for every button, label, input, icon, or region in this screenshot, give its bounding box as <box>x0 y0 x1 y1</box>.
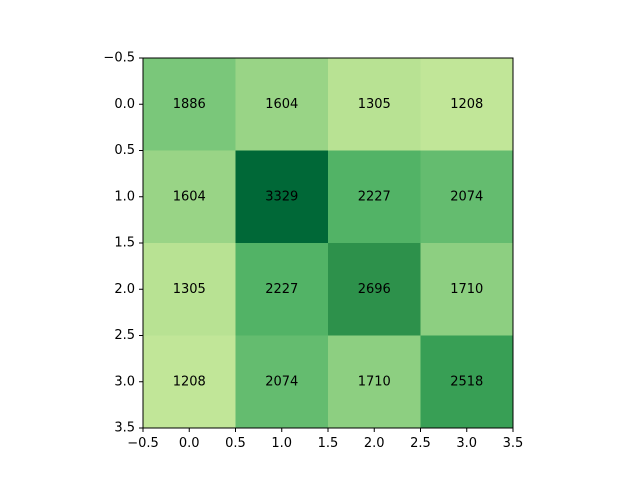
heatmap-cell <box>143 335 236 428</box>
x-tick-label: 3.5 <box>503 436 524 451</box>
heatmap-cell <box>235 150 328 243</box>
x-tick-label: 0.5 <box>225 436 246 451</box>
y-tick-label: 3.5 <box>114 421 135 436</box>
heatmap-cell <box>328 243 421 336</box>
heatmap-cell <box>328 150 421 243</box>
cell-value-label: 1208 <box>450 97 483 112</box>
x-axis: −0.5 0.0 0.5 1.0 1.5 2.0 2.5 3.0 3.5 <box>127 428 523 451</box>
cell-value-label: 3329 <box>265 189 298 204</box>
y-tick-label: 0.5 <box>114 143 135 158</box>
y-tick-label: 3.0 <box>114 374 135 389</box>
y-tick-label: 2.0 <box>114 282 135 297</box>
cell-value-label: 1604 <box>265 97 298 112</box>
x-tick-label: 2.0 <box>364 436 385 451</box>
cell-value-label: 2696 <box>358 282 391 297</box>
y-tick-label: −0.5 <box>103 51 135 66</box>
cell-value-label: 1886 <box>173 97 206 112</box>
heatmap-cell <box>143 58 236 151</box>
heatmap-cell <box>235 243 328 336</box>
cell-value-label: 1710 <box>358 374 391 389</box>
heatmap-cell <box>235 58 328 151</box>
cell-value-label: 1710 <box>450 282 483 297</box>
cell-value-label: 2227 <box>265 282 298 297</box>
heatmap-cell <box>420 335 513 428</box>
heatmap-cell <box>328 335 421 428</box>
y-tick-label: 2.5 <box>114 328 135 343</box>
heatmap-cell <box>328 58 421 151</box>
cell-value-label: 2074 <box>450 189 483 204</box>
heatmap-cell <box>420 243 513 336</box>
cell-value-label: 1604 <box>173 189 206 204</box>
x-tick-label: −0.5 <box>127 436 159 451</box>
heatmap-cell-labels: 1886 1604 1305 1208 1604 3329 2227 2074 1305 2227… <box>173 97 484 390</box>
x-tick-label: 1.0 <box>271 436 292 451</box>
heatmap-cells <box>143 58 513 428</box>
cell-value-label: 1208 <box>173 374 206 389</box>
x-tick-label: 2.5 <box>410 436 431 451</box>
plot-frame <box>142 57 514 429</box>
y-tick-label: 1.5 <box>114 236 135 251</box>
x-tick-label: 1.5 <box>318 436 339 451</box>
cell-value-label: 2227 <box>358 189 391 204</box>
cell-value-label: 2074 <box>265 374 298 389</box>
y-tick-label: 1.0 <box>114 189 135 204</box>
heatmap-cell <box>420 58 513 151</box>
heatmap-cell <box>420 150 513 243</box>
cell-value-label: 1305 <box>358 97 391 112</box>
cell-value-label: 1305 <box>173 282 206 297</box>
x-tick-label: 3.0 <box>456 436 477 451</box>
heatmap-cell <box>235 335 328 428</box>
x-tick-label: 0.0 <box>179 436 200 451</box>
heatmap-cell <box>143 150 236 243</box>
y-axis: −0.5 0.0 0.5 1.0 1.5 2.0 2.5 3.0 3.5 <box>103 51 143 436</box>
y-tick-label: 0.0 <box>114 97 135 112</box>
heatmap-cell <box>143 243 236 336</box>
cell-value-label: 2518 <box>450 374 483 389</box>
